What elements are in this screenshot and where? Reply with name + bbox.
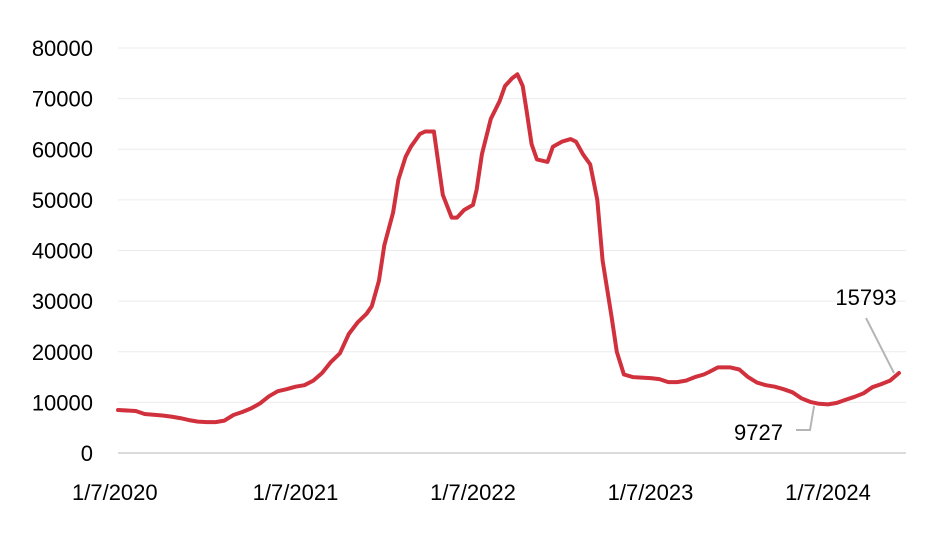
y-tick-label: 70000	[32, 87, 93, 112]
y-tick-label: 30000	[32, 289, 93, 314]
gridlines	[118, 47, 906, 403]
y-tick-label: 10000	[32, 390, 93, 415]
x-tick-label: 1/7/2022	[430, 480, 516, 505]
annotation-label-min: 9727	[734, 420, 783, 445]
y-tick-label: 60000	[32, 137, 93, 162]
annotation-leader	[865, 317, 895, 374]
y-tick-label: 20000	[32, 340, 93, 365]
annotations: 15793 9727	[734, 285, 897, 445]
annotation-label-end: 15793	[835, 285, 896, 310]
annotation-leader	[796, 405, 816, 431]
y-axis-ticks: 0 10000 20000 30000 40000 50000 60000 70000 8000…	[32, 36, 93, 466]
x-tick-label: 1/7/2024	[785, 480, 871, 505]
x-tick-label: 1/7/2020	[72, 480, 158, 505]
series-line	[116, 72, 901, 425]
x-axis-ticks: 1/7/2020 1/7/2021 1/7/2022 1/7/2023 1/7/2024	[72, 480, 871, 505]
x-tick-label: 1/7/2021	[253, 480, 339, 505]
y-tick-label: 80000	[32, 36, 93, 61]
y-tick-label: 40000	[32, 239, 93, 264]
x-tick-label: 1/7/2023	[608, 480, 694, 505]
y-tick-label: 0	[81, 441, 93, 466]
y-tick-label: 50000	[32, 188, 93, 213]
